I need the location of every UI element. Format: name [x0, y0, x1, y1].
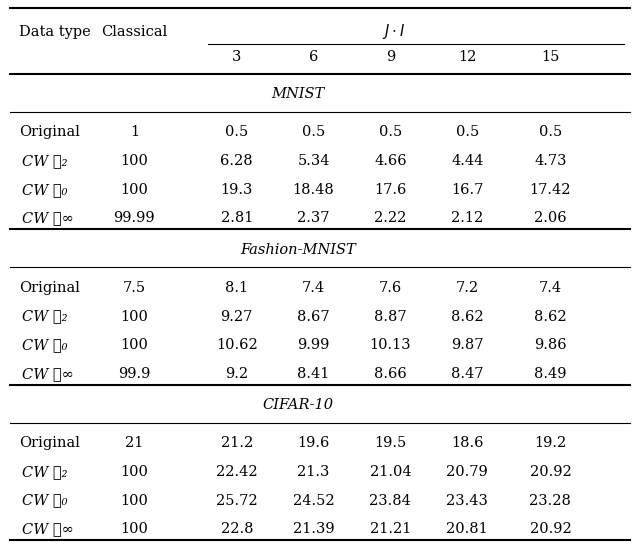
- Text: 8.67: 8.67: [298, 310, 330, 324]
- Text: CW ℓ∞: CW ℓ∞: [22, 367, 74, 381]
- Text: 15: 15: [541, 50, 559, 64]
- Text: 8.62: 8.62: [534, 310, 566, 324]
- Text: Original: Original: [19, 437, 80, 451]
- Text: Original: Original: [19, 281, 80, 295]
- Text: 22.42: 22.42: [216, 465, 258, 479]
- Text: 19.5: 19.5: [374, 437, 406, 451]
- Text: Fashion-MNIST: Fashion-MNIST: [240, 243, 355, 257]
- Text: 20.92: 20.92: [529, 522, 572, 536]
- Text: 19.3: 19.3: [221, 183, 253, 197]
- Text: 2.81: 2.81: [221, 211, 253, 225]
- Text: CW ℓ₂: CW ℓ₂: [22, 154, 68, 168]
- Text: 2.06: 2.06: [534, 211, 566, 225]
- Text: 23.28: 23.28: [529, 494, 572, 508]
- Text: CW ℓ₂: CW ℓ₂: [22, 465, 68, 479]
- Text: CW ℓ∞: CW ℓ∞: [22, 211, 74, 225]
- Text: 9: 9: [386, 50, 395, 64]
- Text: 6.28: 6.28: [221, 154, 253, 168]
- Text: 19.2: 19.2: [534, 437, 566, 451]
- Text: 9.27: 9.27: [221, 310, 253, 324]
- Text: 0.5: 0.5: [456, 125, 479, 139]
- Text: 6: 6: [309, 50, 318, 64]
- Text: 8.1: 8.1: [225, 281, 248, 295]
- Text: Classical: Classical: [101, 25, 168, 39]
- Text: 4.44: 4.44: [451, 154, 483, 168]
- Text: 23.43: 23.43: [446, 494, 488, 508]
- Text: 8.66: 8.66: [374, 367, 407, 381]
- Text: 100: 100: [120, 183, 148, 197]
- Text: 3: 3: [232, 50, 241, 64]
- Text: 23.84: 23.84: [369, 494, 412, 508]
- Text: 17.42: 17.42: [530, 183, 571, 197]
- Text: 18.6: 18.6: [451, 437, 483, 451]
- Text: 0.5: 0.5: [379, 125, 402, 139]
- Text: 9.99: 9.99: [298, 338, 330, 352]
- Text: 100: 100: [120, 310, 148, 324]
- Text: 5.34: 5.34: [298, 154, 330, 168]
- Text: 100: 100: [120, 465, 148, 479]
- Text: 18.48: 18.48: [292, 183, 335, 197]
- Text: CW ℓ₀: CW ℓ₀: [22, 494, 68, 508]
- Text: 20.81: 20.81: [446, 522, 488, 536]
- Text: 8.87: 8.87: [374, 310, 406, 324]
- Text: 8.49: 8.49: [534, 367, 566, 381]
- Text: CW ℓ₀: CW ℓ₀: [22, 338, 68, 352]
- Text: 100: 100: [120, 338, 148, 352]
- Text: Data type: Data type: [19, 25, 91, 39]
- Text: CW ℓ₂: CW ℓ₂: [22, 310, 68, 324]
- Text: 19.6: 19.6: [298, 437, 330, 451]
- Text: 1: 1: [130, 125, 139, 139]
- Text: CW ℓ₀: CW ℓ₀: [22, 183, 68, 197]
- Text: 21.39: 21.39: [292, 522, 335, 536]
- Text: 0.5: 0.5: [225, 125, 248, 139]
- Text: 16.7: 16.7: [451, 183, 483, 197]
- Text: 20.79: 20.79: [446, 465, 488, 479]
- Text: 8.47: 8.47: [451, 367, 483, 381]
- Text: 2.12: 2.12: [451, 211, 483, 225]
- Text: 21.2: 21.2: [221, 437, 253, 451]
- Text: 7.5: 7.5: [123, 281, 146, 295]
- Text: 2.22: 2.22: [374, 211, 406, 225]
- Text: 21.21: 21.21: [370, 522, 411, 536]
- Text: 21.04: 21.04: [369, 465, 412, 479]
- Text: 100: 100: [120, 522, 148, 536]
- Text: 9.2: 9.2: [225, 367, 248, 381]
- Text: 22.8: 22.8: [221, 522, 253, 536]
- Text: 9.86: 9.86: [534, 338, 566, 352]
- Text: 21: 21: [125, 437, 143, 451]
- Text: 2.37: 2.37: [298, 211, 330, 225]
- Text: 100: 100: [120, 494, 148, 508]
- Text: 7.4: 7.4: [539, 281, 562, 295]
- Text: 0.5: 0.5: [302, 125, 325, 139]
- Text: 10.62: 10.62: [216, 338, 258, 352]
- Text: 99.99: 99.99: [113, 211, 156, 225]
- Text: 12: 12: [458, 50, 476, 64]
- Text: 20.92: 20.92: [529, 465, 572, 479]
- Text: 9.87: 9.87: [451, 338, 483, 352]
- Text: MNIST: MNIST: [271, 87, 324, 101]
- Text: 8.62: 8.62: [451, 310, 483, 324]
- Text: 24.52: 24.52: [292, 494, 335, 508]
- Text: 25.72: 25.72: [216, 494, 258, 508]
- Text: CIFAR-10: CIFAR-10: [262, 398, 333, 412]
- Text: 21.3: 21.3: [298, 465, 330, 479]
- Text: 10.13: 10.13: [369, 338, 412, 352]
- Text: 7.6: 7.6: [379, 281, 402, 295]
- Text: 7.4: 7.4: [302, 281, 325, 295]
- Text: 100: 100: [120, 154, 148, 168]
- Text: 4.66: 4.66: [374, 154, 406, 168]
- Text: 4.73: 4.73: [534, 154, 566, 168]
- Text: $J \cdot I$: $J \cdot I$: [382, 22, 405, 41]
- Text: 8.41: 8.41: [298, 367, 330, 381]
- Text: Original: Original: [19, 125, 80, 139]
- Text: CW ℓ∞: CW ℓ∞: [22, 522, 74, 536]
- Text: 17.6: 17.6: [374, 183, 406, 197]
- Text: 0.5: 0.5: [539, 125, 562, 139]
- Text: 99.9: 99.9: [118, 367, 150, 381]
- Text: 7.2: 7.2: [456, 281, 479, 295]
